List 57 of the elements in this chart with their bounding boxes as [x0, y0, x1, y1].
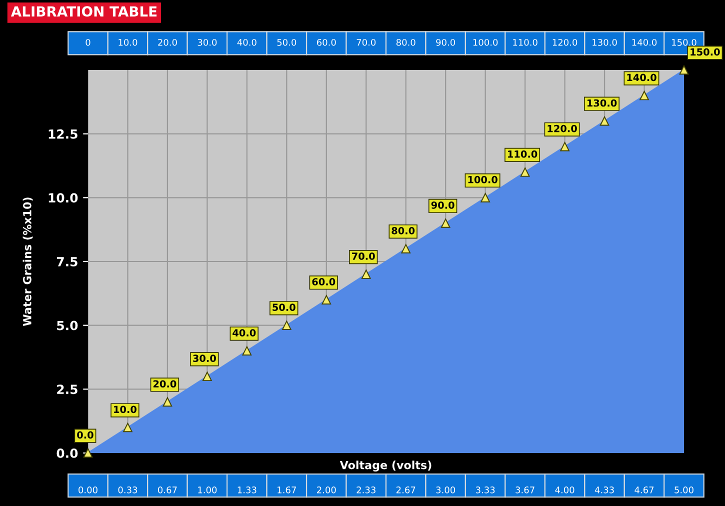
- text: 110.0: [513, 38, 538, 46]
- x-tick-label: 2.00: [317, 486, 336, 494]
- text: 20.0: [158, 38, 177, 46]
- x-tick-label: 2.33: [356, 486, 376, 494]
- annotation: 60.0: [312, 278, 336, 286]
- x-tick-label: 0.00: [78, 486, 98, 494]
- x-tick-label: 0.67: [158, 486, 177, 494]
- text: 80.0: [396, 38, 416, 46]
- x-tick-label: 1.00: [198, 486, 217, 494]
- x-tick-label: 4.67: [634, 486, 654, 494]
- annotation: 40.0: [232, 329, 256, 336]
- y-tick-label: 10.0: [48, 193, 78, 203]
- x-tick-label: 3.00: [436, 486, 456, 494]
- text: 130.0: [592, 38, 617, 46]
- text: 50.0: [277, 38, 296, 46]
- annotation: 120.0: [548, 124, 577, 132]
- x-tick-label: 3.67: [516, 486, 534, 494]
- annotation: 100.0: [468, 176, 498, 184]
- annotation: 10.0: [114, 406, 136, 414]
- y-tick-label: 0.0: [56, 448, 78, 458]
- x-tick-label: 1.67: [278, 486, 296, 494]
- y-tick-label: 12.5: [48, 129, 78, 139]
- annotation: 90.0: [431, 201, 454, 209]
- x-tick-label: 0.33: [118, 486, 138, 494]
- annotation: 110.0: [508, 150, 538, 158]
- y-axis-title: Water Grains (%x10): [22, 198, 33, 326]
- annotation: 20.0: [153, 380, 176, 388]
- annotation: 30.0: [193, 354, 216, 362]
- x-tick-label: 3.33: [476, 486, 495, 494]
- x-tick-label: 5.00: [674, 486, 694, 494]
- text: 40.0: [237, 38, 256, 46]
- text: 10.0: [118, 38, 138, 46]
- x-tick-label: 4.00: [555, 486, 574, 494]
- text: 140.0: [632, 38, 657, 46]
- text: 70.0: [356, 38, 376, 46]
- x-tick-label: 2.67: [396, 486, 416, 494]
- text: 120.0: [552, 38, 578, 46]
- text: 60.0: [316, 38, 336, 46]
- text: 150.0: [672, 38, 696, 46]
- annotation: 150.0: [690, 48, 720, 56]
- text: 90.0: [436, 38, 456, 46]
- x-tick-label: 1.33: [238, 486, 256, 494]
- x-axis-title: Voltage (volts): [340, 460, 432, 472]
- annotation: 130.0: [587, 99, 617, 107]
- y-tick-label: 2.5: [57, 384, 78, 394]
- text: 0: [86, 38, 90, 46]
- text: 30.0: [198, 38, 217, 46]
- chart-title: ALIBRATION TABLE: [10, 6, 157, 17]
- annotation: 140.0: [627, 74, 656, 82]
- annotation: 50.0: [272, 304, 296, 311]
- text: 100.0: [473, 38, 498, 46]
- x-tick-label: 4.33: [594, 486, 614, 494]
- annotation: 80.0: [392, 226, 415, 234]
- y-tick-label: 5.0: [57, 320, 78, 330]
- annotation: 0.0: [77, 431, 94, 439]
- annotation: 70.0: [352, 252, 375, 260]
- y-tick-label: 7.5: [56, 257, 78, 266]
